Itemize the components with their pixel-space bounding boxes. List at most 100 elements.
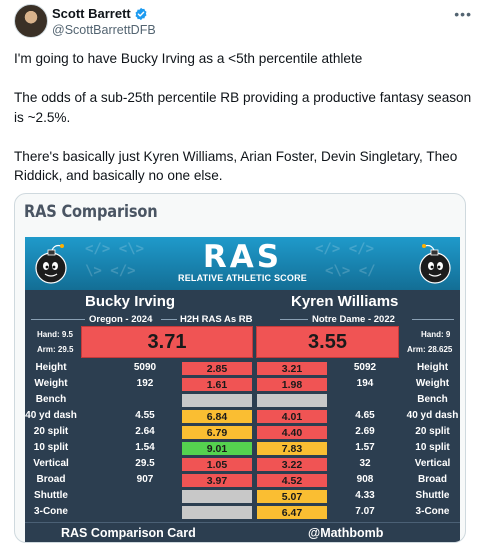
left-score-cell: 9.01 <box>181 441 253 456</box>
metric-label-left: 3-Cone <box>34 506 68 517</box>
ras-logo: RAS <box>202 239 283 275</box>
metric-label-right: Vertical <box>414 458 451 469</box>
divider <box>161 319 177 320</box>
metric-row: Broad 907 3.97 4.52 908 Broad <box>25 473 460 489</box>
metric-row: 3-Cone 6.47 7.07 3-Cone <box>25 505 460 521</box>
author-display-name[interactable]: Scott Barrett <box>52 6 131 21</box>
decorative-code-icon: </> </> <box>315 241 375 257</box>
metric-row: Shuttle 5.07 4.33 Shuttle <box>25 489 460 505</box>
left-score-cell: 1.61 <box>181 377 253 392</box>
metric-label-left: Shuttle <box>34 490 68 501</box>
metric-label-right: Shuttle <box>415 490 450 501</box>
left-score-cell: 1.05 <box>181 457 253 472</box>
metric-label-right: 10 split <box>415 442 450 453</box>
left-raw-value: 4.55 <box>135 410 155 421</box>
divider <box>412 319 454 320</box>
bomb-mascot-icon <box>35 244 67 284</box>
metric-label-left: Height <box>35 362 67 373</box>
decorative-code-icon: \> </> <box>85 263 136 279</box>
left-score-cell <box>181 489 253 504</box>
right-score-cell: 7.83 <box>256 441 328 456</box>
metric-label-right: Bench <box>417 394 448 405</box>
left-arm-length: Arm: 29.5 <box>37 345 74 354</box>
ras-footer: RAS Comparison Card @Mathbomb <box>25 522 460 542</box>
left-player-school: Oregon - 2024 <box>89 314 153 325</box>
right-player-school: Notre Dame - 2022 <box>312 314 395 325</box>
metric-row: 10 split 1.54 9.01 7.83 1.57 10 split <box>25 441 460 457</box>
left-score-cell: 6.79 <box>181 425 253 440</box>
metric-label-left: 10 split <box>33 442 69 453</box>
right-score-cell <box>256 393 328 408</box>
verified-badge-icon <box>135 7 147 20</box>
right-score-cell: 5.07 <box>256 489 328 504</box>
player-names-row: Bucky Irving Kyren Williams <box>25 290 460 314</box>
tweet-text: I'm going to have Bucky Irving as a <5th… <box>14 49 474 205</box>
footer-right-label: @Mathbomb <box>308 526 384 540</box>
decorative-code-icon: <\> </ <box>325 263 376 279</box>
left-raw-value: 907 <box>136 474 154 485</box>
divider <box>31 319 85 320</box>
metric-label-right: Weight <box>415 378 450 389</box>
right-arm-length: Arm: 28.625 <box>407 345 453 354</box>
metric-row: Vertical 29.5 1.05 3.22 32 Vertical <box>25 457 460 473</box>
more-options-icon[interactable]: ••• <box>454 6 472 22</box>
metric-label-left: Broad <box>36 474 66 485</box>
bomb-mascot-icon <box>419 244 451 284</box>
right-raw-value: 7.07 <box>355 506 375 517</box>
tweet-header: Scott Barrett @ScottBarrettDFB ••• <box>14 4 474 40</box>
divider <box>280 319 308 320</box>
metric-label-right: 20 split <box>415 426 450 437</box>
right-raw-value: 4.65 <box>355 410 375 421</box>
metric-label-left: 40 yd dash <box>25 410 77 421</box>
avatar[interactable] <box>14 4 48 38</box>
tweet-paragraph: There's basically just Kyren Williams, A… <box>14 148 458 184</box>
right-score-cell: 4.01 <box>256 409 328 424</box>
metric-label-left: Weight <box>34 378 68 389</box>
media-card[interactable]: RAS Comparison </> <\> </> </> \> </> <\… <box>14 193 466 543</box>
ras-score-row: Hand: 9.5 Arm: 29.5 3.71 3.55 Hand: 9 Ar… <box>25 326 460 358</box>
ras-logo-subtitle: RELATIVE ATHLETIC SCORE <box>178 273 307 283</box>
author-handle[interactable]: @ScottBarrettDFB <box>52 23 156 37</box>
left-score-cell <box>181 505 253 520</box>
left-score-cell: 3.97 <box>181 473 253 488</box>
right-raw-value: 2.69 <box>355 426 375 437</box>
metric-label-right: Height <box>416 362 449 373</box>
h2h-label: H2H RAS As RB <box>180 314 253 325</box>
metric-row: Weight 192 1.61 1.98 194 Weight <box>25 377 460 393</box>
ras-comparison-image: </> <\> </> </> \> </> <\> </ <box>25 237 460 542</box>
metric-label-right: Broad <box>418 474 447 485</box>
ras-banner: </> <\> </> </> \> </> <\> </ <box>25 237 460 290</box>
metric-label-left: 20 split <box>33 426 69 437</box>
right-score-cell: 4.40 <box>256 425 328 440</box>
metric-label-left: Vertical <box>33 458 69 469</box>
left-score-cell: 2.85 <box>181 361 253 376</box>
school-row: Oregon - 2024 H2H RAS As RB Notre Dame -… <box>25 314 460 326</box>
left-ras-score: 3.71 <box>81 326 253 358</box>
tweet-paragraph: I'm going to have Bucky Irving as a <5th… <box>14 51 363 66</box>
left-score-cell <box>181 393 253 408</box>
left-raw-value: 192 <box>136 378 154 389</box>
right-score-cell: 3.22 <box>256 457 328 472</box>
metric-label-right: 3-Cone <box>415 506 450 517</box>
left-score-cell: 6.84 <box>181 409 253 424</box>
left-hand-size: Hand: 9.5 <box>37 330 74 339</box>
right-score-cell: 4.52 <box>256 473 328 488</box>
right-raw-value: 32 <box>359 458 371 469</box>
right-ras-score: 3.55 <box>256 326 399 358</box>
metric-label-left: Bench <box>35 394 67 405</box>
left-raw-value: 5090 <box>133 362 157 373</box>
card-title: RAS Comparison <box>24 202 158 222</box>
metric-label-right: 40 yd dash <box>406 410 459 421</box>
right-hand-size: Hand: 9 <box>421 330 451 339</box>
left-raw-value: 29.5 <box>135 458 155 469</box>
footer-left-label: RAS Comparison Card <box>61 526 196 540</box>
right-score-cell: 6.47 <box>256 505 328 520</box>
metric-row: 20 split 2.64 6.79 4.40 2.69 20 split <box>25 425 460 441</box>
right-raw-value: 908 <box>356 474 374 485</box>
decorative-code-icon: </> <\> <box>85 241 145 257</box>
right-raw-value: 5092 <box>353 362 377 373</box>
left-raw-value: 1.54 <box>135 442 155 453</box>
right-player-name: Kyren Williams <box>291 293 399 310</box>
right-raw-value: 194 <box>356 378 374 389</box>
tweet-paragraph: The odds of a sub-25th percentile RB pro… <box>14 90 472 125</box>
